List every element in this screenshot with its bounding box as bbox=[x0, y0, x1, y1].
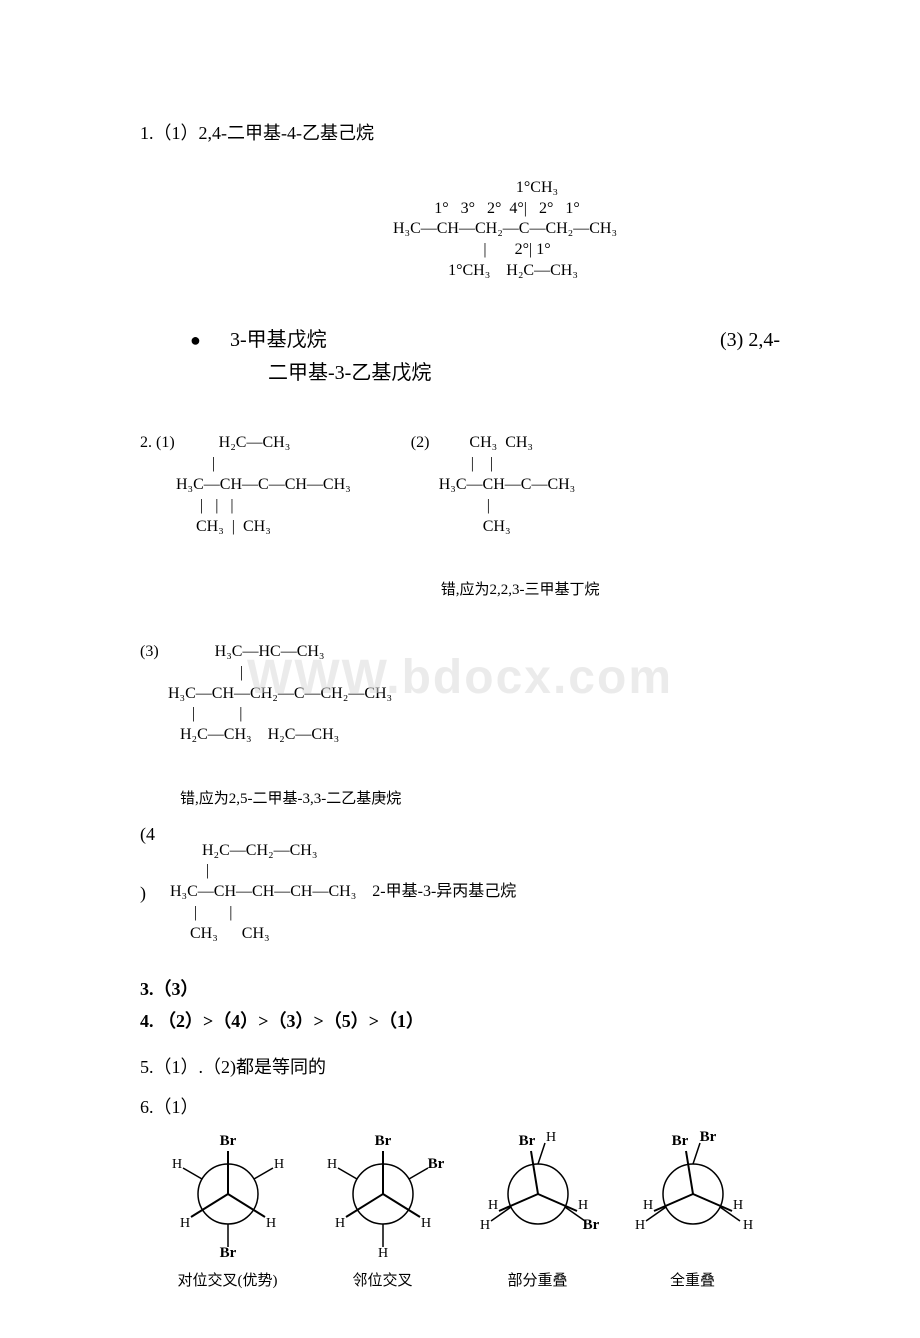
q2-p3-label: (3) bbox=[140, 643, 159, 660]
q2-p3-note: 错,应为2,5-二甲基-3,3-二乙基庚烷 bbox=[180, 787, 780, 808]
newman-4: Br Br H H H H 全重叠 bbox=[615, 1129, 770, 1290]
svg-text:Br: Br bbox=[219, 1245, 236, 1259]
q2-p1-l0: H₂C—CH₃ bbox=[183, 434, 291, 451]
q2-p3-l2: H₃C—CH—CH₂—C—CH₂—CH₃ bbox=[168, 685, 392, 702]
q1-part3-label: (3) 2,4- bbox=[720, 329, 780, 352]
q4: 4. （2）>（4）>（3）>（5）>（1） bbox=[140, 1007, 780, 1033]
svg-text:H: H bbox=[334, 1216, 344, 1231]
svg-text:H: H bbox=[326, 1157, 336, 1172]
q2-p1-l1: | bbox=[176, 455, 215, 472]
svg-text:H: H bbox=[171, 1157, 181, 1172]
q2-p1-l4: CH₃ | CH₃ bbox=[176, 518, 271, 535]
q1-bullet-text: 3-甲基戊烷 bbox=[230, 323, 720, 352]
q2-p2-note: 错,应为2,2,3-三甲基丁烷 bbox=[441, 578, 600, 599]
svg-text:H: H bbox=[634, 1218, 644, 1233]
q1-bullet-row: ● 3-甲基戊烷 (3) 2,4- bbox=[140, 323, 780, 352]
q2-p3-l4: H₂C—CH₃ H₂C—CH₃ bbox=[168, 726, 339, 743]
newman-4-label: 全重叠 bbox=[615, 1269, 770, 1290]
svg-text:H: H bbox=[545, 1130, 555, 1145]
q2-p2-label: (2) bbox=[411, 434, 430, 451]
q2-p3-l1: | bbox=[168, 664, 243, 681]
q2-p4-l2: H₃C—CH—CH—CH—CH₃ 2-甲基-3-异丙基己烷 bbox=[170, 883, 516, 900]
svg-text:Br: Br bbox=[582, 1217, 599, 1233]
svg-text:Br: Br bbox=[427, 1156, 444, 1172]
bullet-icon: ● bbox=[140, 330, 230, 351]
q2-row1: 2. (1) H₂C—CH₃ | H₃C—CH—C—CH—CH₃ | | | C… bbox=[140, 403, 780, 612]
q2-p3-l3: | | bbox=[168, 705, 242, 722]
q2-p2-l3: | bbox=[439, 497, 490, 514]
q2-p3: (3) H₃C—HC—CH₃ | H₃C—CH—CH₂—C—CH₂—CH₃ | … bbox=[140, 621, 780, 767]
q2-p4-l0: H₂C—CH₂—CH₃ bbox=[170, 842, 317, 859]
q1-struct-l4: 1°CH₃ H₂C—CH₃ bbox=[432, 262, 578, 279]
newman-2-label: 邻位交叉 bbox=[305, 1269, 460, 1290]
svg-text:H: H bbox=[742, 1218, 752, 1233]
svg-text:Br: Br bbox=[374, 1133, 391, 1149]
svg-text:H: H bbox=[377, 1246, 387, 1259]
svg-text:Br: Br bbox=[219, 1133, 236, 1149]
q5: 5.（1）.（2)都是等同的 bbox=[140, 1053, 780, 1079]
svg-text:Br: Br bbox=[671, 1133, 688, 1149]
q2-p2: (2) CH₃ CH₃ | | H₃C—CH—C—CH₃ | CH₃ bbox=[411, 413, 600, 559]
q2-p4-l4: CH₃ CH₃ bbox=[170, 925, 270, 942]
svg-text:H: H bbox=[577, 1198, 587, 1213]
svg-text:H: H bbox=[273, 1157, 283, 1172]
q1-struct-l2: H₃C—CH—CH₂—C—CH₂—CH₃ bbox=[393, 220, 617, 237]
q1-structure: 1°CH₃ 1° 3° 2° 4°| 2° 1° H₃C—CH—CH₂—C—CH… bbox=[230, 157, 780, 303]
q2-p2-l1: | | bbox=[439, 455, 493, 472]
svg-text:H: H bbox=[479, 1218, 489, 1233]
q2-p4-open: (4 bbox=[140, 820, 170, 849]
newman-1: Br H H H H Br 对位交叉(优势) bbox=[150, 1129, 305, 1290]
q2-p1: 2. (1) H₂C—CH₃ | H₃C—CH—C—CH—CH₃ | | | C… bbox=[140, 413, 351, 559]
q2-p2-l4: CH₃ bbox=[439, 518, 511, 535]
q1-struct-l1: 1° 3° 2° 4°| 2° 1° bbox=[430, 200, 580, 217]
q2-p2-l2: H₃C—CH—C—CH₃ bbox=[439, 476, 576, 493]
q1-struct-l0: 1°CH₃ bbox=[452, 179, 558, 196]
svg-text:H: H bbox=[642, 1198, 652, 1213]
q2-p3-l0: H₃C—HC—CH₃ bbox=[167, 643, 325, 660]
newman-2: Br H Br H H H 邻位交叉 bbox=[305, 1129, 460, 1290]
newman-row: Br H H H H Br 对位交叉(优势) Br H Br bbox=[140, 1129, 780, 1290]
q2-p2-l0: CH₃ CH₃ bbox=[441, 434, 533, 451]
svg-text:H: H bbox=[487, 1198, 497, 1213]
q2-p4-l1: | bbox=[170, 862, 209, 879]
svg-text:Br: Br bbox=[699, 1129, 716, 1145]
q2-p4-l3: | | bbox=[170, 904, 232, 921]
q1-part3-cont: 二甲基-3-乙基戊烷 bbox=[268, 356, 780, 385]
svg-text:Br: Br bbox=[518, 1133, 535, 1149]
q6: 6.（1） bbox=[140, 1093, 780, 1119]
q2-p1-l3: | | | bbox=[176, 497, 234, 514]
q1-struct-l3: | 2°| 1° bbox=[459, 241, 550, 258]
q2-p4: H₂C—CH₂—CH₃ | H₃C—CH—CH—CH—CH₃ 2-甲基-3-异丙… bbox=[170, 820, 516, 966]
newman-3: Br H H H H Br 部分重叠 bbox=[460, 1129, 615, 1290]
svg-text:H: H bbox=[732, 1198, 742, 1213]
q2-p1-label: 2. (1) bbox=[140, 434, 175, 451]
q3: 3.（3） bbox=[140, 975, 780, 1001]
svg-text:H: H bbox=[265, 1216, 275, 1231]
newman-3-label: 部分重叠 bbox=[460, 1269, 615, 1290]
svg-text:H: H bbox=[179, 1216, 189, 1231]
svg-text:H: H bbox=[420, 1216, 430, 1231]
newman-1-label: 对位交叉(优势) bbox=[150, 1269, 305, 1290]
q2-p1-l2: H₃C—CH—C—CH—CH₃ bbox=[176, 476, 351, 493]
q1-heading: 1.（1）2,4-二甲基-4-乙基己烷 bbox=[140, 120, 780, 147]
q2-p4-close: ) bbox=[140, 879, 170, 908]
